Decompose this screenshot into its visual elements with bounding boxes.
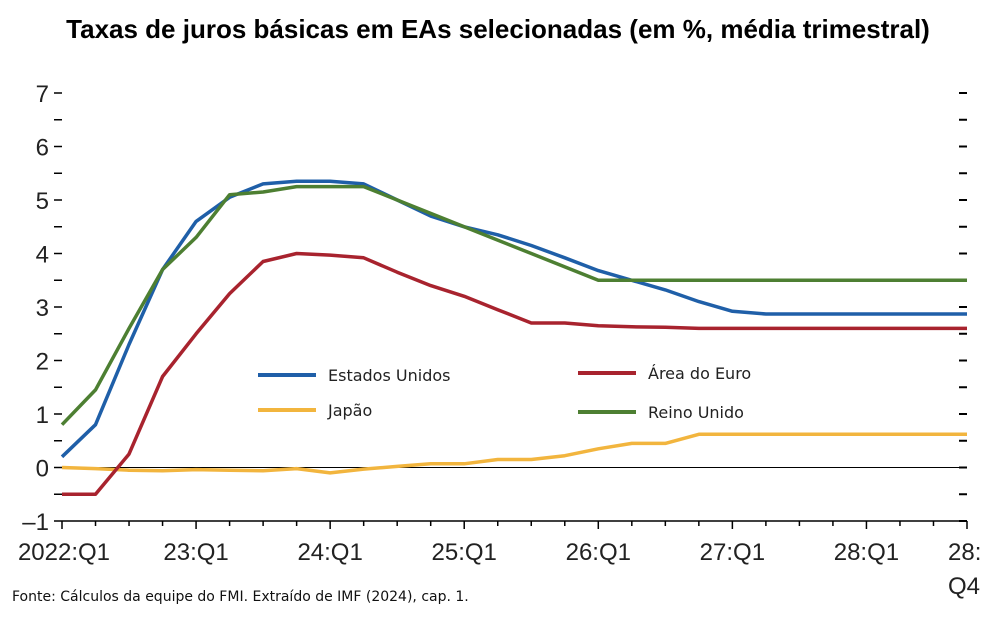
legend-label: Estados Unidos (328, 366, 450, 385)
legend-label: Japão (327, 401, 372, 420)
series-line-reino-unido (60, 184, 967, 426)
legend: Estados Unidos Área do Euro Japão Reino Uni… (258, 364, 751, 422)
x-tick-label: 23:Q1 (163, 539, 228, 566)
x-tick-label: 28: (948, 539, 981, 566)
series-line-japao (61, 432, 967, 475)
y-tick-label: 2 (36, 349, 49, 376)
y-tick-label: 7 (36, 81, 49, 108)
x-tick-label: 2022:Q1 (18, 539, 110, 566)
y-tick-label: 1 (36, 402, 49, 429)
x-axis: 2022:Q1 23:Q1 24:Q1 25:Q1 26:Q1 27:Q1 28:Q1 28:… (18, 520, 981, 600)
chart-title: Taxas de juros básicas em EAs selecionad… (66, 14, 930, 44)
series-lines (60, 179, 967, 497)
legend-label: Área do Euro (648, 364, 751, 383)
x-tick-label: 27:Q1 (700, 539, 765, 566)
x-tick-label: 24:Q1 (297, 539, 362, 566)
y-tick-label: 5 (36, 188, 49, 215)
y-tick-label: 4 (36, 242, 49, 269)
y-axis: 7 6 5 4 3 2 1 0 –1 (22, 81, 967, 536)
x-tick-label: 25:Q1 (432, 539, 497, 566)
y-tick-label: 0 (36, 456, 49, 483)
x-tick-label: 26:Q1 (566, 539, 631, 566)
legend-label: Reino Unido (648, 403, 744, 422)
x-tick-label-extra: Q4 (948, 573, 980, 600)
x-tick-label: 28:Q1 (834, 539, 899, 566)
y-tick-label: 3 (36, 295, 49, 322)
source-note: Fonte: Cálculos da equipe do FMI. Extraí… (12, 589, 469, 605)
y-tick-label: 6 (36, 135, 49, 162)
y-tick-label: –1 (22, 509, 49, 536)
series-line-area-do-euro (62, 251, 967, 497)
series-line-estados-unidos (60, 179, 967, 459)
